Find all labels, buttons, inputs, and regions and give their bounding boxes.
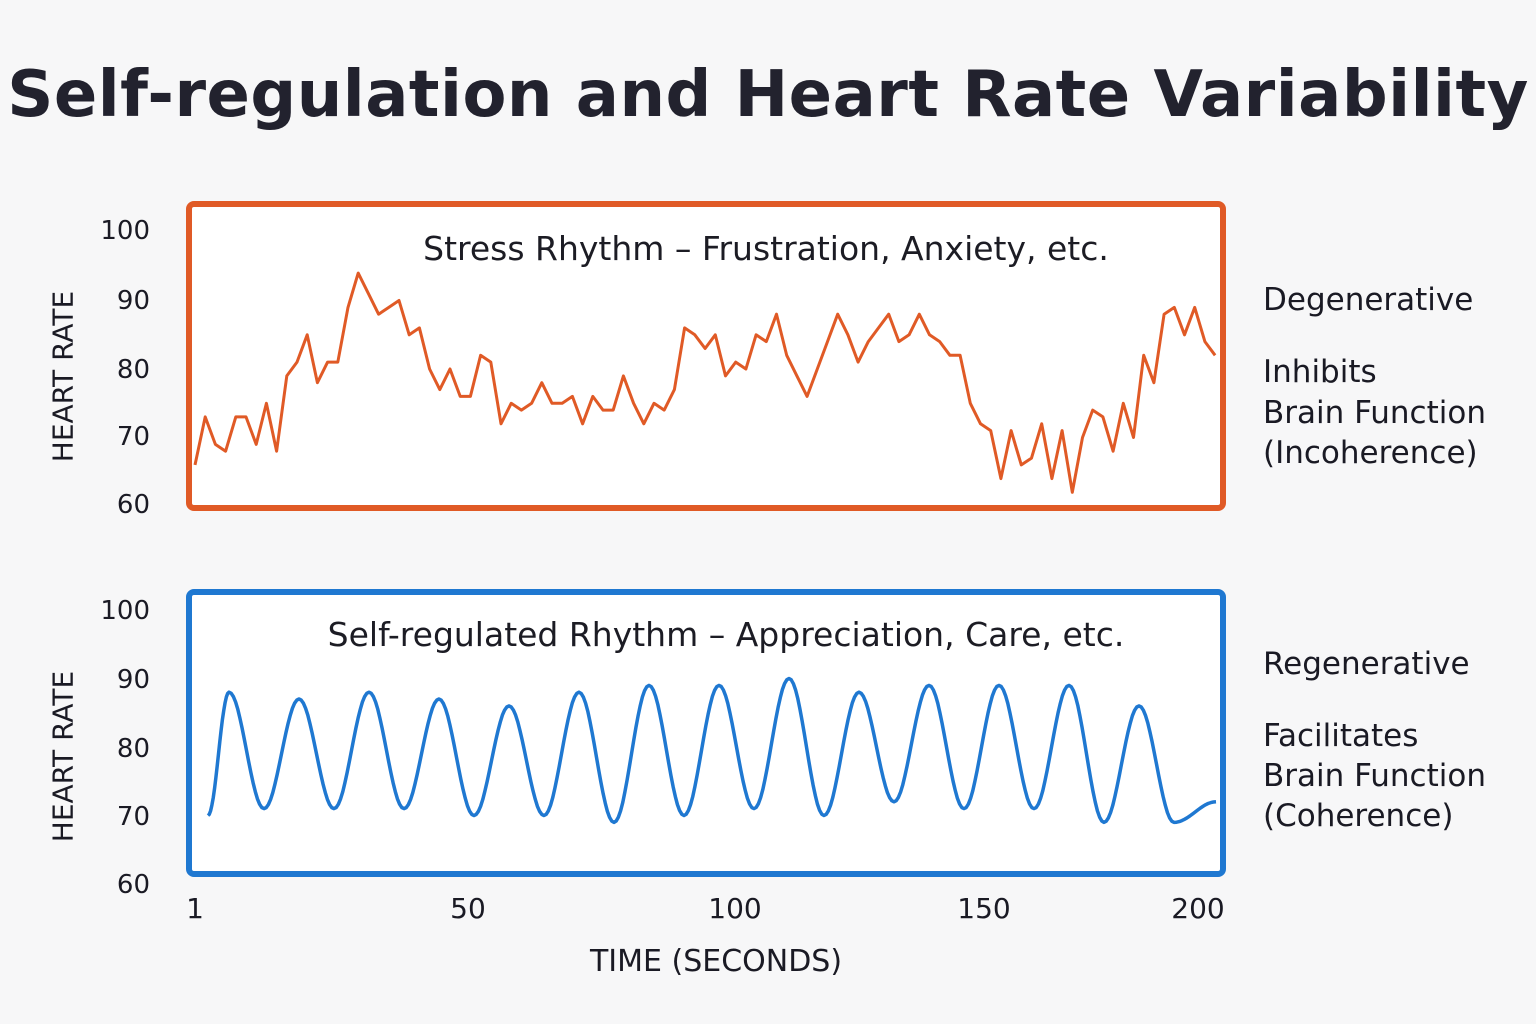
xtick-50: 50 xyxy=(450,892,486,925)
stress-annotation-line-2: Brain Function xyxy=(1263,395,1486,431)
coherence-ylabel: HEART RATE xyxy=(46,670,80,843)
coherence-annotation-line-2: Brain Function xyxy=(1263,758,1486,794)
stress-annotation-line-1: Inhibits xyxy=(1263,354,1377,390)
stress-panel-title: Stress Rhythm – Frustration, Anxiety, et… xyxy=(423,229,1109,268)
stress-ytick-80: 80 xyxy=(116,355,150,385)
xtick-200: 200 xyxy=(1171,892,1225,925)
xtick-150: 150 xyxy=(957,892,1011,925)
coherence-ytick-100: 100 xyxy=(100,596,150,626)
coherence-panel-title: Self-regulated Rhythm – Appreciation, Ca… xyxy=(327,615,1125,654)
stress-ytick-90: 90 xyxy=(116,286,150,316)
stress-ytick-100: 100 xyxy=(100,216,150,246)
coherence-annotation: Regenerative xyxy=(1263,646,1470,682)
coherence-annotation-line-3: (Coherence) xyxy=(1263,798,1454,834)
stress-panel: Stress Rhythm – Frustration, Anxiety, et… xyxy=(186,201,1226,511)
xtick-100: 100 xyxy=(708,892,762,925)
stress-ytick-60: 60 xyxy=(116,490,150,520)
stress-annotation-line-3: (Incoherence) xyxy=(1263,435,1478,471)
coherence-ytick-90: 90 xyxy=(116,665,150,695)
coherence-annotation-line-1: Facilitates xyxy=(1263,718,1419,754)
coherence-ytick-60: 60 xyxy=(116,870,150,900)
x-axis-label: TIME (SECONDS) xyxy=(589,944,843,979)
coherence-ytick-80: 80 xyxy=(116,734,150,764)
coherence-panel: Self-regulated Rhythm – Appreciation, Ca… xyxy=(186,589,1226,877)
chart-title: Self-regulation and Heart Rate Variabili… xyxy=(7,58,1529,132)
stress-ylabel: HEART RATE xyxy=(46,290,80,463)
stress-annotation: Degenerative xyxy=(1263,282,1474,318)
coherence-ytick-70: 70 xyxy=(116,802,150,832)
xtick-1: 1 xyxy=(186,892,204,925)
stress-ytick-70: 70 xyxy=(116,422,150,452)
